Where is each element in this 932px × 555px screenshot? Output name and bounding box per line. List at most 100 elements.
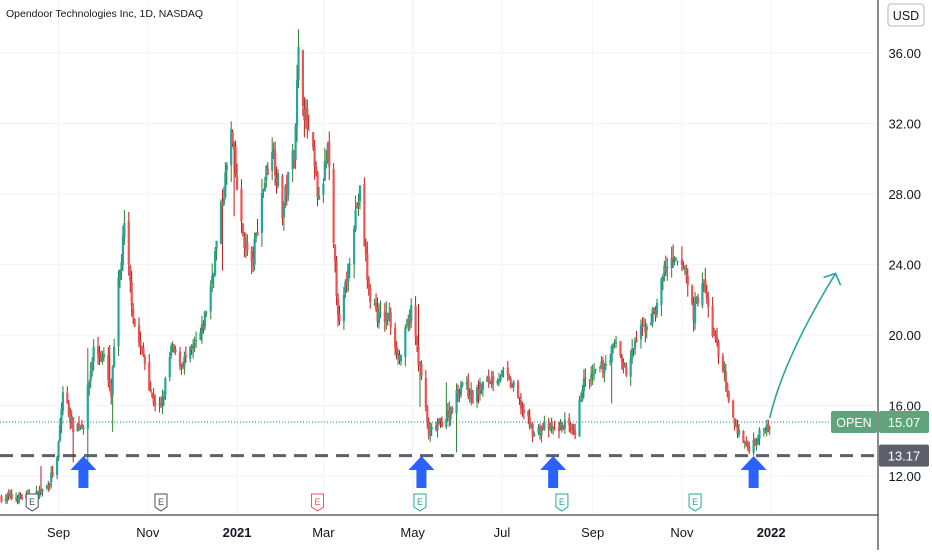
candle-up	[76, 424, 79, 431]
candle-down	[547, 423, 550, 430]
candle-up	[192, 344, 195, 349]
forecast-arrowhead	[823, 272, 842, 286]
candle-down	[541, 426, 544, 430]
candle-up	[212, 273, 215, 278]
candle-up	[490, 377, 493, 385]
candle-up	[193, 343, 196, 345]
candle-up	[174, 349, 177, 352]
candle-up	[61, 392, 65, 411]
candle-down	[367, 277, 370, 290]
candle-down	[386, 313, 389, 320]
candle-up	[260, 192, 264, 233]
candle-up	[4, 498, 7, 501]
candle-down	[439, 418, 442, 422]
candle-down	[726, 383, 729, 392]
candle-up	[407, 318, 410, 323]
up-arrow-icon	[70, 456, 97, 488]
candle-up	[581, 389, 584, 400]
candle-down	[553, 426, 556, 429]
candle-up	[629, 358, 632, 377]
candle-down	[746, 444, 749, 447]
candle-down	[568, 418, 571, 426]
candle-down	[456, 388, 460, 394]
candle-up	[579, 400, 583, 402]
candle-up	[158, 403, 161, 405]
candle-down	[417, 346, 420, 366]
candle-up	[121, 235, 125, 266]
candle-up	[673, 258, 676, 262]
candle-down	[133, 318, 136, 327]
candle-down	[420, 363, 423, 377]
candle-down	[137, 325, 141, 342]
candle-down	[274, 151, 277, 176]
candle-up	[683, 268, 686, 270]
candle-up	[465, 382, 468, 385]
candle-up	[702, 281, 705, 283]
candle-down	[538, 428, 542, 435]
candle-down	[562, 425, 565, 429]
candle-up	[211, 275, 214, 284]
candle-up	[429, 428, 432, 436]
candle-up	[478, 382, 482, 395]
candle-up	[82, 427, 85, 430]
candle-up	[48, 483, 51, 487]
candle-up	[404, 327, 407, 357]
candle-down	[312, 132, 315, 148]
price-axis[interactable]: 12.00 16.00 20.00 24.00 28.00 32.00 36.00	[877, 0, 921, 550]
candle-up	[297, 46, 300, 81]
time-axis[interactable]: Sep Nov 2021 Mar May Jul Sep Nov 2022	[0, 514, 878, 540]
earnings-letter: E	[559, 497, 565, 507]
candle-up	[661, 276, 664, 282]
candle-up	[446, 410, 449, 418]
candle-up	[418, 362, 422, 366]
candle-down	[692, 302, 695, 321]
candle-down	[696, 298, 700, 304]
candle-up	[326, 143, 329, 161]
candle-up	[282, 203, 285, 218]
candle-up	[486, 377, 489, 383]
candle-down	[275, 178, 278, 183]
candle-down	[426, 406, 429, 421]
candle-down	[364, 246, 367, 255]
candle-down	[178, 351, 182, 367]
candle-down	[467, 380, 470, 397]
time-tick-label: 2022	[757, 525, 786, 540]
candle-down	[635, 339, 638, 342]
candle-up	[655, 302, 659, 314]
candle-down	[345, 282, 348, 284]
candle-down	[509, 378, 512, 387]
candle-down	[691, 286, 694, 304]
candle-up	[768, 427, 771, 429]
candle-up	[358, 185, 362, 202]
candle-down	[130, 282, 133, 306]
candle-up	[120, 262, 123, 272]
candle-down	[522, 409, 525, 413]
candle-down	[338, 313, 341, 322]
candle-down	[20, 497, 24, 499]
candle-down	[328, 141, 331, 167]
candle-down	[625, 366, 628, 376]
open-tag-label: OPEN	[836, 416, 871, 430]
candle-down	[140, 346, 144, 348]
candle-up	[9, 493, 12, 496]
candle-up	[317, 195, 321, 200]
candle-down	[654, 309, 657, 316]
candle-down	[110, 384, 113, 397]
candle-up	[354, 209, 357, 230]
candle-up	[357, 202, 360, 206]
candle-down	[528, 416, 531, 428]
candle-up	[436, 425, 439, 431]
candle-down	[527, 411, 530, 417]
candle-up	[701, 283, 704, 306]
candle-up	[612, 343, 615, 348]
candle-down	[518, 396, 521, 399]
candle-down	[398, 354, 401, 360]
candle-down	[306, 108, 309, 129]
candle-down	[571, 427, 574, 430]
candle-down	[569, 424, 572, 426]
candle-up	[598, 367, 602, 369]
currency-badge[interactable]: USD	[887, 3, 925, 27]
candle-up	[92, 346, 95, 362]
